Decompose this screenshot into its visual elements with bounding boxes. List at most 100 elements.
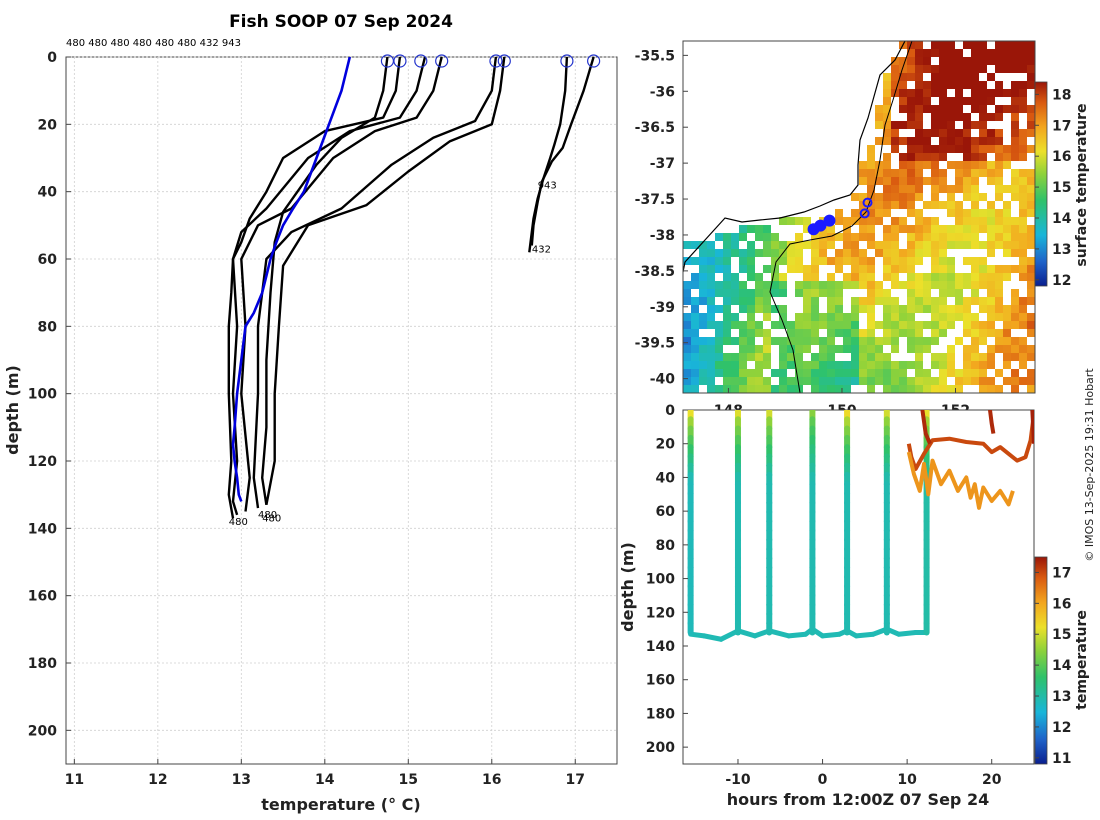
sst-cell bbox=[851, 193, 859, 201]
sst-cell bbox=[1003, 89, 1011, 97]
sst-cell bbox=[1011, 169, 1019, 177]
sst-cell bbox=[699, 289, 707, 297]
sst-cell bbox=[715, 385, 723, 393]
sst-cell bbox=[915, 41, 923, 49]
sst-cell bbox=[1003, 321, 1011, 329]
sst-cell bbox=[1019, 193, 1027, 201]
sst-cell bbox=[803, 337, 811, 345]
sst-cell bbox=[771, 241, 779, 249]
sst-cell bbox=[907, 241, 915, 249]
sst-cell bbox=[811, 305, 819, 313]
sst-cell bbox=[947, 121, 955, 129]
sst-cell bbox=[827, 353, 835, 361]
profile-axes-box bbox=[65, 56, 618, 765]
sst-cell bbox=[931, 361, 939, 369]
sst-cell bbox=[755, 233, 763, 241]
sst-cell bbox=[899, 257, 907, 265]
sst-cell bbox=[779, 353, 787, 361]
sst-cell bbox=[979, 89, 987, 97]
sst-cell bbox=[939, 249, 947, 257]
sst-cell bbox=[747, 273, 755, 281]
map-yticks: -35.5 -36 -36.5 -37 -37.5 -38 -38.5 -39 -39.5 -40 bbox=[635, 48, 688, 388]
sst-cell bbox=[899, 369, 907, 377]
sst-cell bbox=[971, 57, 979, 65]
sst-cell bbox=[731, 321, 739, 329]
sst-cell bbox=[1027, 289, 1035, 297]
sst-cell bbox=[979, 385, 987, 393]
sst-cell bbox=[875, 289, 883, 297]
sst-cell bbox=[939, 145, 947, 153]
sst-cell bbox=[867, 209, 875, 217]
sst-cell bbox=[907, 257, 915, 265]
sst-cell bbox=[963, 41, 971, 49]
sst-cell bbox=[1027, 201, 1035, 209]
sst-cell bbox=[891, 65, 899, 73]
sst-cell bbox=[867, 377, 875, 385]
sst-cell bbox=[811, 329, 819, 337]
sst-cell bbox=[1011, 265, 1019, 273]
sst-cell bbox=[963, 329, 971, 337]
sst-cell bbox=[931, 41, 939, 49]
sst-cell bbox=[739, 353, 747, 361]
sst-cell bbox=[827, 345, 835, 353]
sst-cell bbox=[859, 273, 867, 281]
sst-cell bbox=[979, 225, 987, 233]
sst-cell bbox=[755, 281, 763, 289]
sst-cell bbox=[995, 185, 1003, 193]
sst-cell bbox=[819, 369, 827, 377]
sst-cell bbox=[867, 385, 875, 393]
sst-cell bbox=[1003, 153, 1011, 161]
temp-cb-tick-label: 14 bbox=[1052, 658, 1072, 674]
sst-cell bbox=[891, 185, 899, 193]
sst-cell bbox=[707, 273, 715, 281]
sst-cell bbox=[947, 209, 955, 217]
sst-cell bbox=[715, 321, 723, 329]
sst-cell bbox=[811, 233, 819, 241]
sst-cell bbox=[835, 345, 843, 353]
time-depth-data bbox=[687, 410, 1034, 642]
sst-cell bbox=[947, 97, 955, 105]
sst-cell bbox=[851, 313, 859, 321]
sst-cell bbox=[883, 73, 891, 81]
sst-cell bbox=[995, 177, 1003, 185]
x-tick-label: 17 bbox=[566, 772, 585, 788]
sst-cell bbox=[1003, 353, 1011, 361]
sst-cell bbox=[883, 233, 891, 241]
sst-cell bbox=[1011, 97, 1019, 105]
sst-cell bbox=[1003, 233, 1011, 241]
sst-cell bbox=[691, 369, 699, 377]
sst-cb-tick-label: 14 bbox=[1052, 211, 1072, 227]
sst-cell bbox=[811, 361, 819, 369]
sst-cell bbox=[795, 233, 803, 241]
sst-cell bbox=[771, 249, 779, 257]
sst-cell bbox=[1011, 41, 1019, 49]
td-y-tick-label: 100 bbox=[646, 572, 675, 588]
sst-cb-tick-label: 18 bbox=[1052, 87, 1071, 103]
sst-cell bbox=[779, 217, 787, 225]
sst-cell bbox=[1027, 169, 1035, 177]
sst-cell bbox=[971, 153, 979, 161]
sst-cell bbox=[931, 145, 939, 153]
sst-cell bbox=[1027, 369, 1035, 377]
sst-cell bbox=[859, 169, 867, 177]
sst-cell bbox=[843, 241, 851, 249]
sst-cell bbox=[739, 385, 747, 393]
sst-cell bbox=[915, 169, 923, 177]
sst-cell bbox=[1011, 145, 1019, 153]
sst-cell bbox=[923, 105, 931, 113]
sst-cell bbox=[851, 329, 859, 337]
sst-cell bbox=[915, 97, 923, 105]
sst-cell bbox=[1011, 353, 1019, 361]
sst-cell bbox=[1019, 209, 1027, 217]
sst-cell bbox=[915, 209, 923, 217]
sst-cell bbox=[803, 329, 811, 337]
sst-cell bbox=[963, 321, 971, 329]
sst-cell bbox=[723, 289, 731, 297]
sst-cell bbox=[883, 329, 891, 337]
sst-cell bbox=[987, 137, 995, 145]
y-tick-label: 100 bbox=[28, 387, 57, 403]
sst-cell bbox=[851, 337, 859, 345]
sst-cell bbox=[947, 257, 955, 265]
sst-cell bbox=[843, 281, 851, 289]
